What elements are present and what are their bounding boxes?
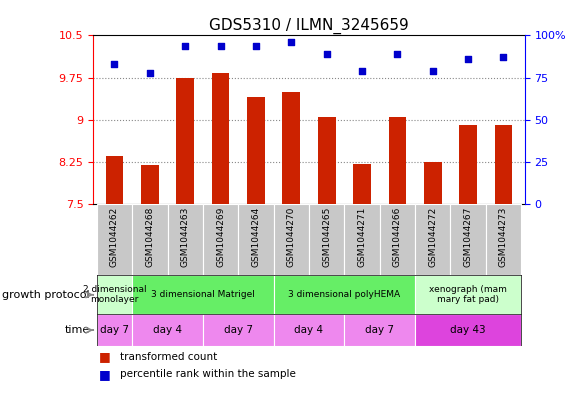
Bar (106, 156, 124, 204)
Text: GSM1044264: GSM1044264 (251, 206, 261, 267)
Bar (273, 204, 309, 275)
Text: 3 dimensional polyHEMA: 3 dimensional polyHEMA (288, 290, 401, 299)
Bar (309, 204, 345, 275)
Bar (380, 204, 415, 275)
Text: GSM1044265: GSM1044265 (322, 206, 331, 267)
Text: time: time (65, 325, 90, 335)
Bar (388, 117, 406, 204)
Point (216, 42, 225, 49)
Bar (132, 204, 167, 275)
Bar (238, 204, 273, 275)
Text: growth protocol: growth protocol (2, 290, 90, 300)
Text: day 7: day 7 (100, 325, 129, 335)
Bar (283, 92, 300, 204)
Text: GSM1044271: GSM1044271 (357, 206, 367, 267)
Point (463, 56, 473, 62)
Title: GDS5310 / ILMN_3245659: GDS5310 / ILMN_3245659 (209, 18, 409, 34)
Bar (486, 204, 521, 275)
Point (393, 51, 402, 57)
Point (251, 42, 261, 49)
Bar (494, 125, 512, 204)
Text: GSM1044269: GSM1044269 (216, 206, 225, 267)
Bar (132, 275, 273, 314)
Bar (424, 162, 441, 204)
Bar (177, 78, 194, 204)
Text: GSM1044267: GSM1044267 (463, 206, 473, 267)
Point (499, 54, 508, 61)
Text: GSM1044263: GSM1044263 (181, 206, 189, 267)
Text: GSM1044262: GSM1044262 (110, 206, 119, 267)
Point (145, 70, 154, 76)
Bar (97, 204, 132, 275)
Text: day 4: day 4 (294, 325, 324, 335)
Point (428, 68, 437, 74)
Text: day 7: day 7 (365, 325, 394, 335)
Text: GSM1044272: GSM1044272 (429, 206, 437, 267)
Bar (415, 314, 521, 346)
Bar (451, 204, 486, 275)
Bar (415, 275, 521, 314)
Bar (212, 73, 230, 204)
Bar (353, 164, 371, 204)
Text: percentile rank within the sample: percentile rank within the sample (120, 369, 296, 379)
Bar (97, 275, 132, 314)
Point (357, 68, 367, 74)
Point (110, 61, 119, 67)
Bar (273, 275, 415, 314)
Text: GSM1044270: GSM1044270 (287, 206, 296, 267)
Text: GSM1044266: GSM1044266 (393, 206, 402, 267)
Bar (345, 204, 380, 275)
Bar (203, 204, 238, 275)
Bar (247, 97, 265, 204)
Text: day 4: day 4 (153, 325, 182, 335)
Bar (97, 314, 132, 346)
Bar (132, 314, 203, 346)
Bar (345, 314, 415, 346)
Point (322, 51, 331, 57)
Bar (318, 117, 335, 204)
Text: 2 dimensional
monolayer: 2 dimensional monolayer (83, 285, 146, 305)
Text: xenograph (mam
mary fat pad): xenograph (mam mary fat pad) (429, 285, 507, 305)
Text: day 7: day 7 (224, 325, 253, 335)
Bar (273, 314, 345, 346)
Point (181, 42, 190, 49)
Text: GSM1044273: GSM1044273 (499, 206, 508, 267)
Text: day 43: day 43 (450, 325, 486, 335)
Text: transformed count: transformed count (120, 352, 217, 362)
Bar (141, 165, 159, 204)
Text: ■: ■ (99, 367, 115, 381)
Text: GSM1044268: GSM1044268 (145, 206, 154, 267)
Text: 3 dimensional Matrigel: 3 dimensional Matrigel (151, 290, 255, 299)
Point (287, 39, 296, 45)
Bar (415, 204, 451, 275)
Bar (167, 204, 203, 275)
Bar (459, 125, 477, 204)
Bar (203, 314, 273, 346)
Text: ■: ■ (99, 350, 115, 364)
